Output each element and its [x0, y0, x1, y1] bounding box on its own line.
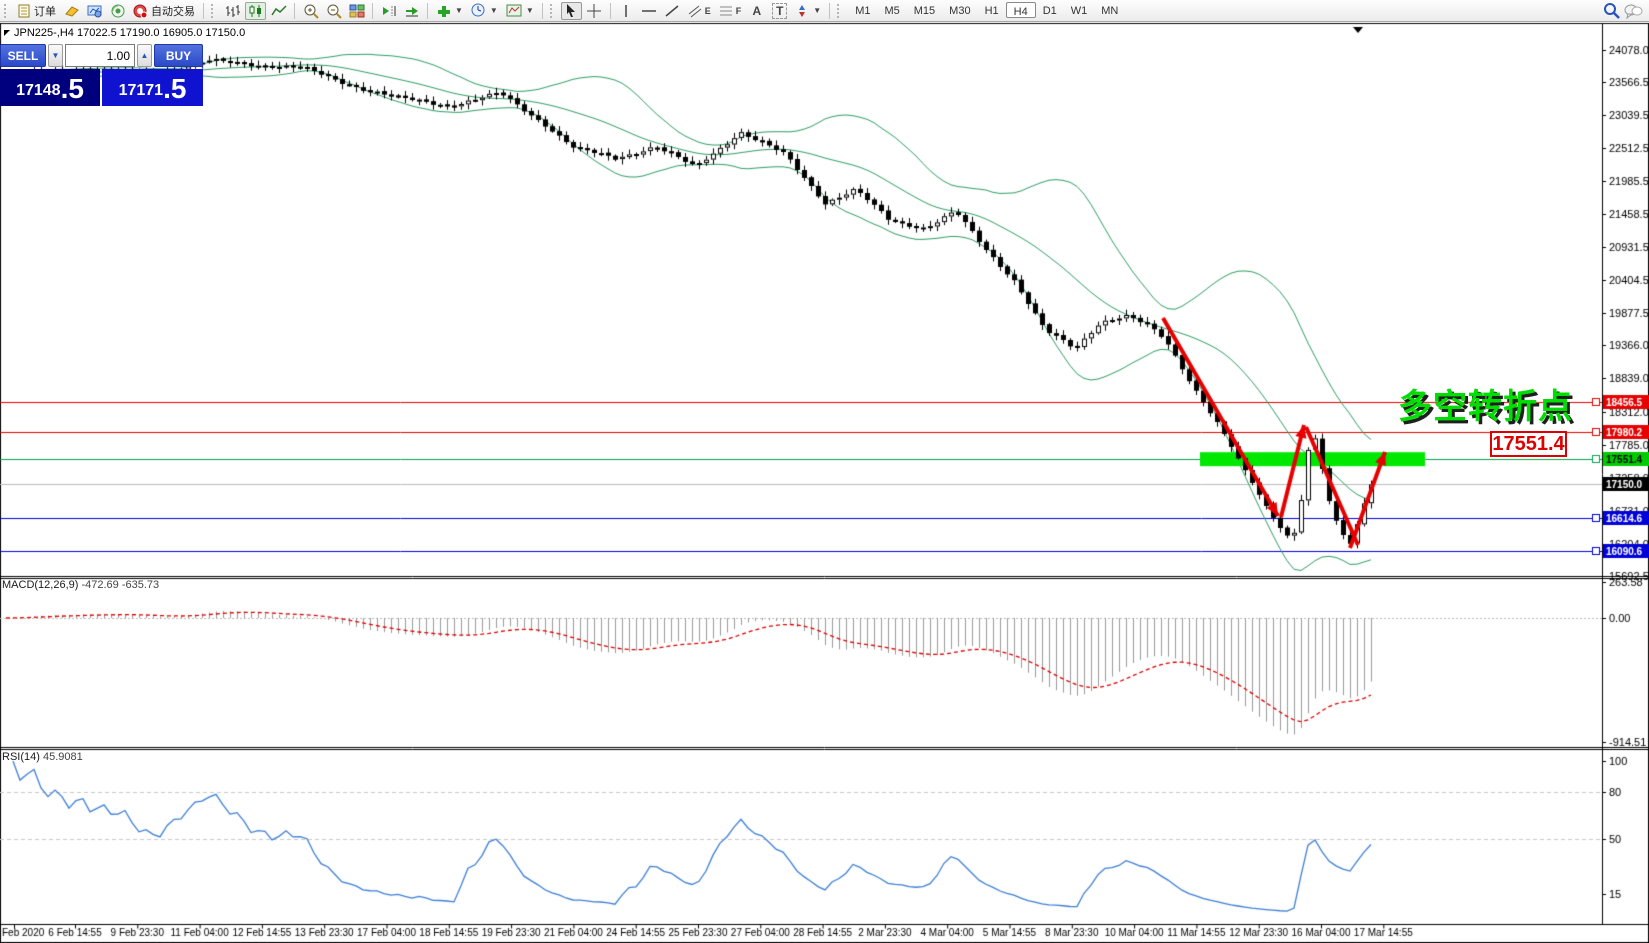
- timeframe-button-m15[interactable]: M15: [913, 4, 936, 17]
- gold-shape-icon[interactable]: [61, 2, 82, 20]
- channel-letter: E: [704, 5, 711, 16]
- order-icon: [18, 4, 30, 17]
- chart-symbol-icon: [4, 30, 10, 36]
- fibo-letter: F: [735, 5, 742, 16]
- volume-input[interactable]: 1.00: [65, 44, 135, 67]
- auto-scroll-icon[interactable]: [401, 2, 422, 20]
- timeframe-button-m30[interactable]: M30: [949, 4, 971, 17]
- vertical-line-tool-icon[interactable]: [616, 2, 637, 20]
- channel-tool-icon[interactable]: E: [685, 2, 714, 20]
- toolbar-grip: [4, 3, 11, 18]
- clock-icon: [471, 3, 485, 17]
- autotrade-button[interactable]: 自动交易: [130, 2, 198, 20]
- templates-button[interactable]: ▼: [503, 2, 537, 20]
- macd-indicator-label: MACD(12,26,9) -472.69 -635.73: [2, 579, 159, 591]
- toolbar-separator: [609, 2, 611, 19]
- new-order-button[interactable]: 订单: [15, 2, 59, 20]
- toolbar-grip: [837, 3, 844, 18]
- timeframe-button-w1[interactable]: W1: [1070, 4, 1088, 17]
- buy-price-main: 17171: [118, 82, 164, 99]
- timeframe-button-h1[interactable]: H1: [984, 4, 999, 17]
- label-letter: T: [772, 2, 788, 19]
- timeframe-button-h4[interactable]: H4: [1005, 1, 1036, 18]
- chevron-down-icon: ▼: [489, 6, 498, 15]
- timeframe-bar: M1 M5 M15 M30 H1 H4 D1 W1 MN: [848, 1, 1125, 20]
- autotrade-icon: [133, 4, 148, 18]
- toolbar-separator: [829, 2, 831, 19]
- crosshair-tool-icon[interactable]: [584, 2, 605, 20]
- toolbar-separator: [294, 2, 295, 19]
- indicators-button[interactable]: ▼: [433, 2, 466, 20]
- sell-price[interactable]: 17148 .5: [0, 69, 100, 106]
- rsi-indicator-label: RSI(14) 45.9081: [2, 751, 83, 763]
- navigator-icon[interactable]: [107, 2, 128, 20]
- text-label-tool-icon[interactable]: T: [769, 2, 790, 20]
- timeframe-button-m1[interactable]: M1: [855, 4, 871, 17]
- cursor-tool-icon[interactable]: [560, 1, 582, 20]
- main-toolbar: 订单 自动交易 ▼ ▼ ▼ E F A T ▼ M1 M5 M15 M30 H1 H4 D1…: [0, 0, 1649, 22]
- sell-price-fraction: .5: [60, 73, 84, 104]
- chevron-down-icon: ▼: [455, 6, 463, 15]
- zoom-in-icon[interactable]: [300, 2, 321, 20]
- arrows-tool-icon[interactable]: ▼: [792, 2, 824, 20]
- macd-name: MACD(12,26,9): [2, 579, 79, 591]
- volume-increase-button[interactable]: ▲: [137, 44, 152, 67]
- chart-shift-icon[interactable]: [378, 2, 399, 20]
- price-callout-box[interactable]: 17551.4: [1490, 431, 1567, 457]
- buy-price[interactable]: 17171 .5: [102, 69, 203, 106]
- buy-price-fraction: .5: [163, 73, 187, 104]
- fibonacci-tool-icon[interactable]: F: [716, 2, 745, 20]
- zoom-out-icon[interactable]: [323, 2, 344, 20]
- market-watch-icon[interactable]: [84, 2, 105, 20]
- toolbar-separator: [203, 2, 204, 19]
- rsi-value: 45.9081: [42, 751, 83, 763]
- tile-windows-icon[interactable]: [346, 2, 367, 20]
- search-icon[interactable]: [1601, 2, 1622, 20]
- sell-button[interactable]: SELL: [0, 44, 46, 67]
- sell-price-main: 17148: [16, 82, 61, 99]
- autotrade-label: 自动交易: [151, 5, 195, 18]
- text-tool-icon[interactable]: A: [752, 3, 762, 18]
- template-icon: [506, 4, 522, 17]
- chart-info-line: JPN225-,H4 17022.5 17190.0 16905.0 17150…: [14, 27, 246, 39]
- turning-point-annotation[interactable]: 多空转折点: [1398, 388, 1573, 426]
- timeframe-button-mn[interactable]: MN: [1101, 4, 1119, 17]
- chevron-down-icon: ▼: [813, 6, 822, 15]
- trendline-tool-icon[interactable]: [662, 2, 683, 20]
- macd-values: -472.69 -635.73: [81, 579, 160, 591]
- indicators-plus-icon: [438, 5, 450, 17]
- line-chart-icon[interactable]: [268, 2, 289, 20]
- chevron-down-icon: ▼: [525, 6, 534, 15]
- toolbar-grip: [211, 3, 218, 18]
- horizontal-line-tool-icon[interactable]: [639, 2, 660, 20]
- toolbar-separator: [427, 2, 428, 19]
- chat-icon[interactable]: [1622, 2, 1643, 20]
- one-click-trading-panel: SELL ▼ 1.00 ▲ BUY 17148 .5 17171 .5: [0, 44, 205, 106]
- bar-chart-icon[interactable]: [222, 2, 243, 20]
- candlestick-chart-icon[interactable]: [245, 1, 266, 20]
- buy-button[interactable]: BUY: [154, 44, 203, 67]
- timeframe-button-d1[interactable]: D1: [1042, 4, 1057, 17]
- timeframe-button-m5[interactable]: M5: [884, 4, 900, 17]
- toolbar-grip: [549, 3, 557, 18]
- periods-button[interactable]: ▼: [468, 2, 501, 20]
- volume-decrease-button[interactable]: ▼: [48, 44, 63, 67]
- order-label: 订单: [34, 5, 56, 18]
- toolbar-separator: [372, 2, 373, 19]
- toolbar-separator: [541, 2, 543, 19]
- rsi-name: RSI(14): [2, 751, 40, 763]
